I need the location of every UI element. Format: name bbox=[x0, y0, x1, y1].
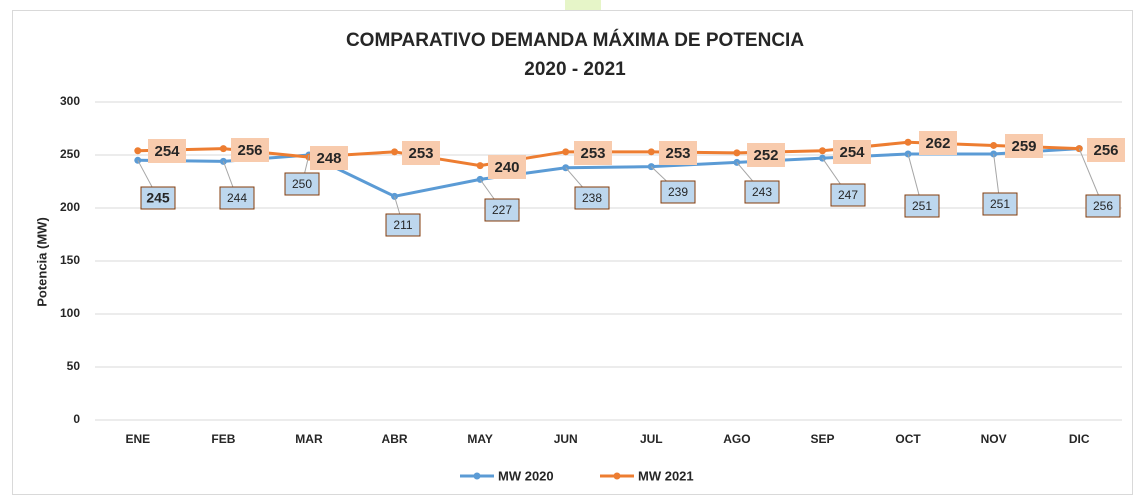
data-label: 256 bbox=[1093, 142, 1118, 159]
decoration bbox=[565, 0, 601, 10]
x-tick-label: ABR bbox=[382, 432, 408, 446]
chart-subtitle: 2020 - 2021 bbox=[524, 59, 626, 80]
data-label: 240 bbox=[494, 159, 519, 176]
label-box bbox=[919, 131, 957, 155]
legend-marker bbox=[613, 472, 621, 480]
data-label: 256 bbox=[237, 142, 262, 159]
data-label: 245 bbox=[146, 190, 170, 206]
label-box bbox=[402, 141, 440, 165]
y-tick-label: 200 bbox=[60, 200, 80, 214]
x-tick-label: AGO bbox=[723, 432, 750, 446]
y-tick-label: 250 bbox=[60, 147, 80, 161]
label-box bbox=[904, 194, 940, 218]
label-box bbox=[231, 138, 269, 162]
label-box bbox=[1005, 134, 1043, 158]
point bbox=[818, 147, 826, 155]
x-tick-label: OCT bbox=[895, 432, 921, 446]
data-label: 253 bbox=[580, 145, 605, 162]
y-tick-label: 50 bbox=[67, 359, 81, 373]
data-label: 227 bbox=[492, 203, 512, 217]
legend-marker bbox=[473, 472, 481, 480]
chart-title: COMPARATIVO DEMANDA MÁXIMA DE POTENCIA bbox=[346, 29, 804, 51]
x-tick-label: DIC bbox=[1069, 432, 1090, 446]
label-box bbox=[833, 140, 871, 164]
label-box bbox=[660, 180, 696, 204]
y-axis-label: Potencia (MW) bbox=[34, 217, 49, 307]
x-tick-label: MAR bbox=[295, 432, 323, 446]
label-box bbox=[140, 186, 176, 210]
label-box bbox=[488, 155, 526, 179]
data-label: 243 bbox=[752, 185, 772, 199]
label-box bbox=[574, 141, 612, 165]
label-box bbox=[148, 139, 186, 163]
point bbox=[904, 138, 912, 146]
label-box bbox=[385, 213, 421, 237]
legend-label: MW 2020 bbox=[498, 468, 554, 483]
point bbox=[391, 148, 399, 156]
point bbox=[134, 147, 142, 155]
y-tick-label: 0 bbox=[73, 412, 80, 426]
data-label: 250 bbox=[292, 177, 312, 191]
data-label: 244 bbox=[227, 191, 247, 205]
x-tick-label: ENE bbox=[125, 432, 150, 446]
label-box bbox=[982, 192, 1018, 216]
point bbox=[990, 141, 998, 149]
label-box bbox=[284, 172, 320, 196]
point bbox=[647, 148, 655, 156]
data-label: 254 bbox=[154, 143, 180, 160]
label-box bbox=[659, 141, 697, 165]
point bbox=[562, 148, 570, 156]
y-tick-label: 150 bbox=[60, 253, 80, 267]
x-tick-label: NOV bbox=[981, 432, 1007, 446]
data-label: 248 bbox=[316, 150, 341, 167]
data-label: 247 bbox=[838, 188, 858, 202]
x-tick-label: MAY bbox=[467, 432, 493, 446]
label-box bbox=[744, 180, 780, 204]
data-label: 238 bbox=[582, 191, 602, 205]
label-box bbox=[1085, 194, 1121, 218]
x-tick-label: JUL bbox=[640, 432, 663, 446]
data-label: 239 bbox=[668, 185, 688, 199]
point bbox=[219, 145, 227, 153]
x-tick-label: JUN bbox=[554, 432, 578, 446]
legend-label: MW 2021 bbox=[638, 468, 694, 483]
data-label: 262 bbox=[925, 135, 950, 152]
data-label: 254 bbox=[839, 144, 865, 161]
label-box bbox=[830, 183, 866, 207]
y-tick-label: 100 bbox=[60, 306, 80, 320]
data-label: 251 bbox=[912, 199, 932, 213]
data-label: 253 bbox=[408, 145, 433, 162]
point bbox=[733, 149, 741, 157]
label-box bbox=[747, 143, 785, 167]
point bbox=[476, 162, 484, 170]
label-box bbox=[484, 198, 520, 222]
data-label: 252 bbox=[753, 147, 778, 164]
x-tick-label: FEB bbox=[211, 432, 235, 446]
label-box bbox=[310, 146, 348, 170]
data-label: 256 bbox=[1093, 199, 1113, 213]
label-box bbox=[574, 186, 610, 210]
data-label: 251 bbox=[990, 197, 1010, 211]
data-label: 253 bbox=[665, 145, 690, 162]
data-label: 259 bbox=[1011, 138, 1036, 155]
x-tick-label: SEP bbox=[810, 432, 834, 446]
data-label: 211 bbox=[393, 218, 412, 232]
label-box bbox=[219, 186, 255, 210]
y-tick-label: 300 bbox=[60, 94, 80, 108]
chart-border bbox=[12, 10, 1133, 495]
label-box bbox=[1087, 138, 1125, 162]
